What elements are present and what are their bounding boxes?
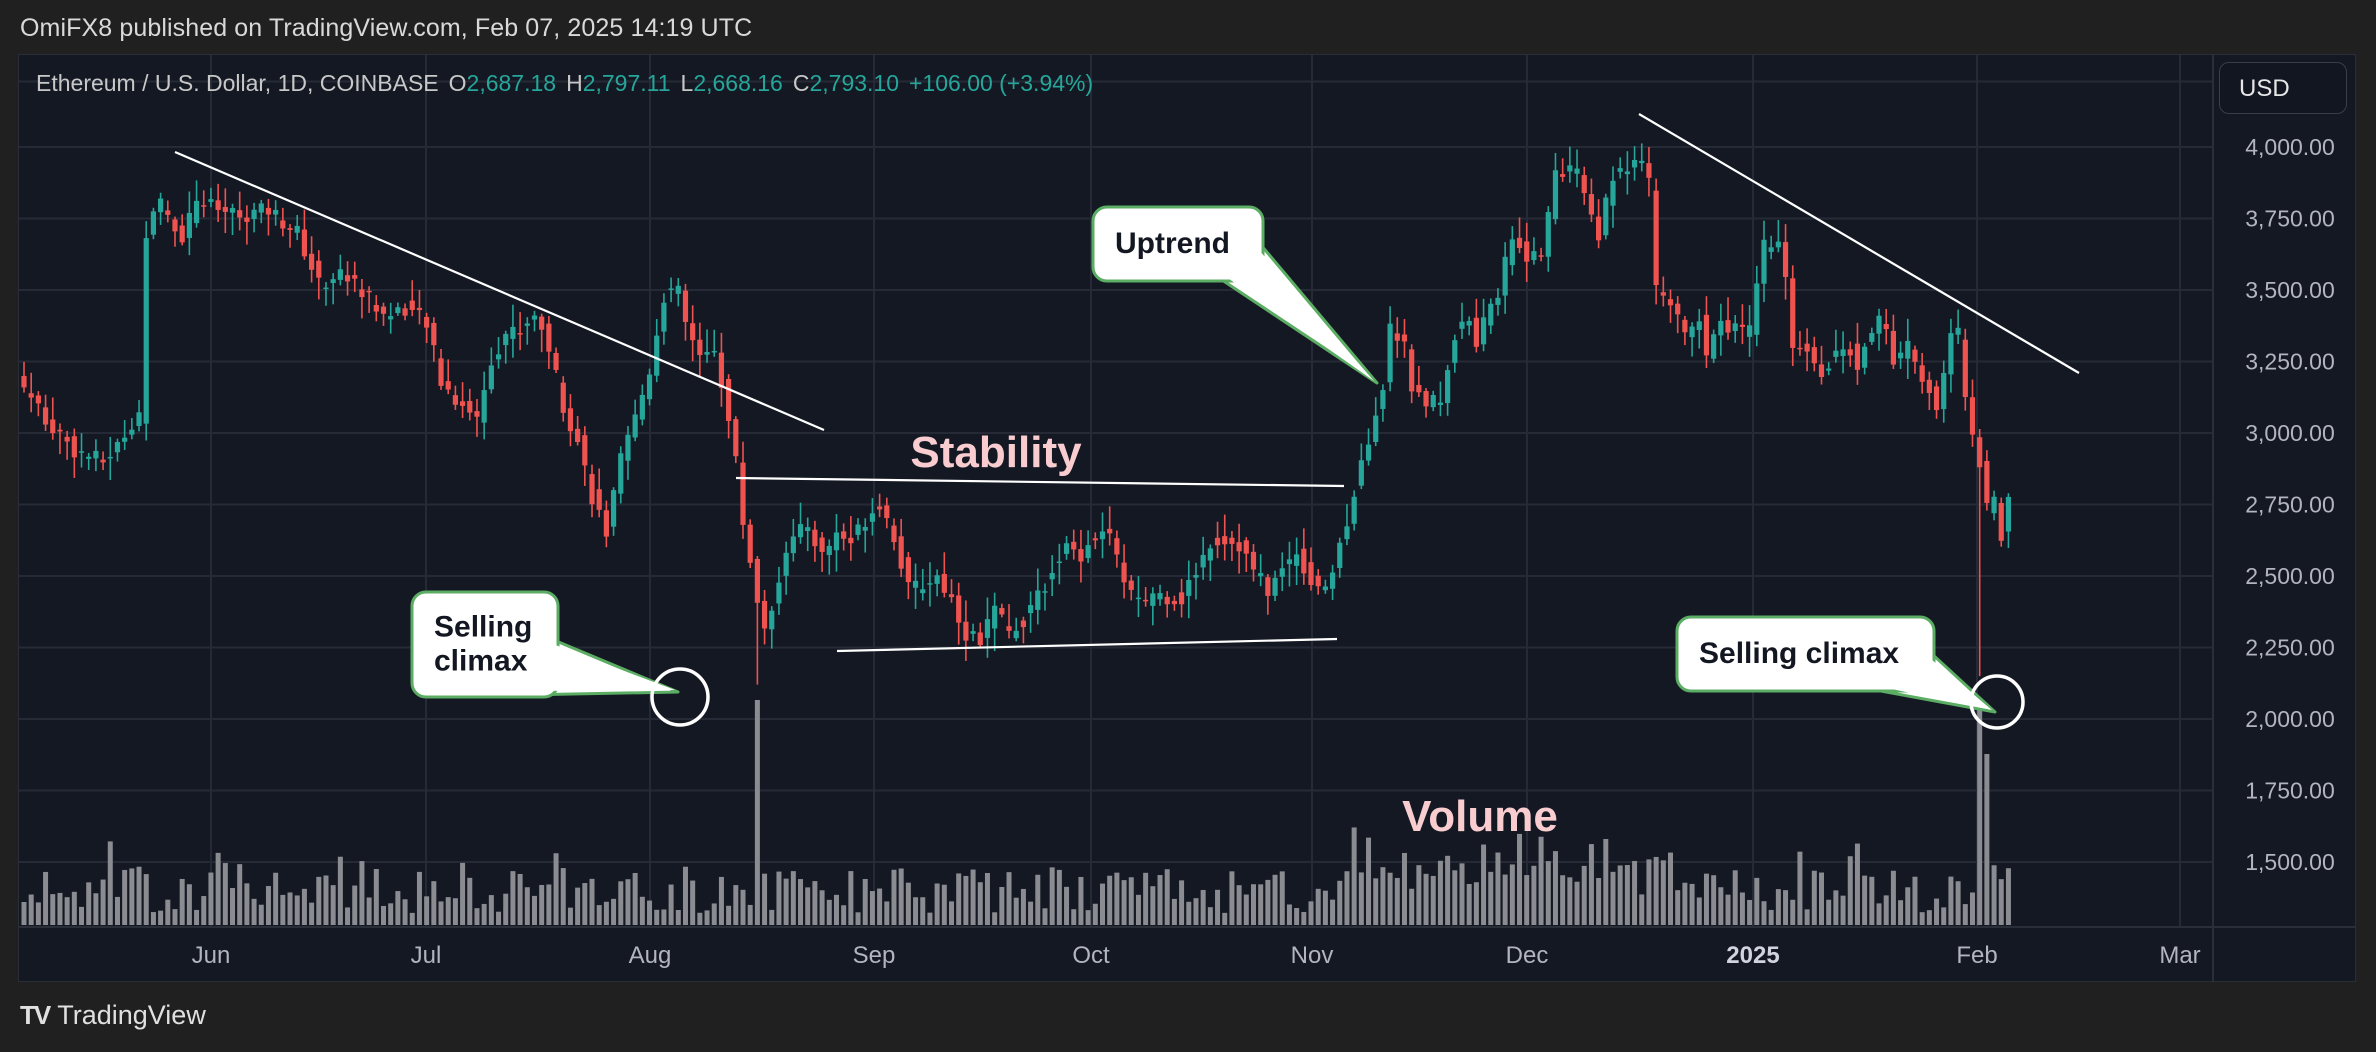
time-tick-label: 2025 xyxy=(1726,942,1779,969)
callout[interactable]: Selling climax xyxy=(1675,615,1997,714)
publish-info: OmiFX8 published on TradingView.com, Feb… xyxy=(20,14,753,42)
time-tick-label: Nov xyxy=(1291,942,1334,969)
price-tick-label: 3,250.00 xyxy=(2245,349,2335,375)
price-tick-label: 3,750.00 xyxy=(2245,206,2335,232)
highlight-circle-icon[interactable] xyxy=(650,667,710,727)
callout[interactable]: Uptrend xyxy=(1091,205,1379,385)
symbol-legend: Ethereum / U.S. Dollar, 1D, COINBASE O2,6… xyxy=(36,70,1093,97)
callout-text: Selling climax xyxy=(1699,637,1899,670)
price-tick-label: 2,250.00 xyxy=(2245,635,2335,661)
brand-name: TradingView xyxy=(57,1000,206,1030)
time-tick-label: Feb xyxy=(1956,942,1997,969)
trend-line[interactable] xyxy=(1638,113,2080,374)
volume-bars xyxy=(21,700,2011,925)
close-label: C xyxy=(792,70,810,96)
time-tick-label: Dec xyxy=(1506,942,1549,969)
time-tick-label: Mar xyxy=(2159,942,2200,969)
tradingview-logo[interactable]: TV TradingView xyxy=(20,1000,206,1031)
price-tick-label: 1,500.00 xyxy=(2245,849,2335,875)
price-tick-label: 4,000.00 xyxy=(2245,134,2335,160)
close-value: 2,793.10 xyxy=(809,70,899,96)
price-tick-label: 3,500.00 xyxy=(2245,277,2335,303)
grid xyxy=(19,55,2213,927)
candles xyxy=(21,143,2012,685)
time-tick-label: Oct xyxy=(1072,942,1110,969)
price-tick-label: 2,500.00 xyxy=(2245,563,2335,589)
price-tick-label: 2,000.00 xyxy=(2245,706,2335,732)
trend-line[interactable] xyxy=(735,476,1345,488)
callout-text: Selling xyxy=(434,611,532,644)
high-value: 2,797.11 xyxy=(582,70,671,96)
low-label: L xyxy=(680,70,694,96)
currency-button[interactable]: USD xyxy=(2219,62,2347,114)
time-tick-label: Jun xyxy=(192,942,231,969)
time-tick-label: Aug xyxy=(629,942,672,969)
price-tick-label: 3,000.00 xyxy=(2245,420,2335,446)
callout-text: Uptrend xyxy=(1115,227,1230,260)
callout-text: climax xyxy=(434,645,528,678)
symbol-name: Ethereum / U.S. Dollar, 1D, COINBASE xyxy=(36,70,439,96)
time-tick-label: Sep xyxy=(853,942,896,969)
trend-line[interactable] xyxy=(836,637,1338,653)
time-axis[interactable]: Jun Jul Aug Sep Oct Nov Dec 2025 Feb Mar xyxy=(192,942,2201,969)
annotation-label[interactable]: Stability xyxy=(910,428,1082,477)
high-label: H xyxy=(566,70,583,96)
price-tick-label: 1,750.00 xyxy=(2245,778,2335,804)
price-axis[interactable]: 4,000.00 3,750.00 3,500.00 3,250.00 3,000.00… xyxy=(2245,134,2335,875)
open-label: O xyxy=(448,70,467,96)
low-value: 2,668.16 xyxy=(693,70,783,96)
annotation-label[interactable]: Volume xyxy=(1402,792,1558,841)
price-tick-label: 2,750.00 xyxy=(2245,492,2335,518)
highlight-circle-icon[interactable] xyxy=(1969,674,2025,730)
trend-line[interactable] xyxy=(174,150,825,432)
open-value: 2,687.18 xyxy=(466,70,557,96)
tradingview-logo-icon: TV xyxy=(20,1000,51,1030)
change-value: +106.00 (+3.94%) xyxy=(909,70,1094,96)
time-tick-label: Jul xyxy=(411,942,442,969)
